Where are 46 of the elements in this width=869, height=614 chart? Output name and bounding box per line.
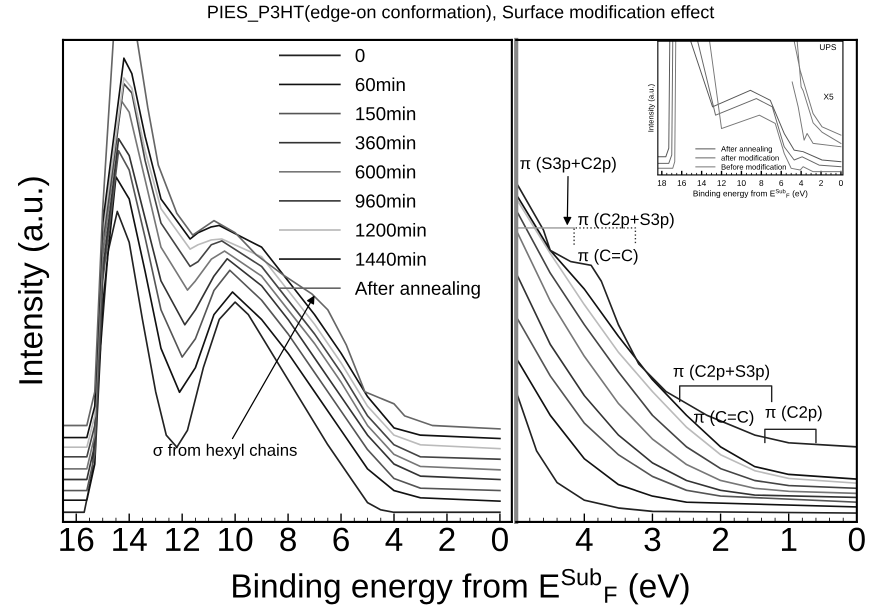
chart-title: PIES_P3HT(edge-on conformation), Surface modification effect <box>208 5 714 22</box>
annotation: σ from hexyl chains <box>153 444 297 460</box>
legend-label: 1200min <box>356 222 426 237</box>
x-tick-label: 8 <box>759 180 764 186</box>
annotation: π (C=C) <box>578 249 638 265</box>
x-tick-label: 12 <box>166 528 200 551</box>
x-tick-label: 18 <box>658 180 666 186</box>
x-tick-label: 16 <box>678 180 686 186</box>
legend-label: 600min <box>356 164 416 179</box>
x-tick-label: 6 <box>779 180 784 186</box>
x-tick-label: 2 <box>439 528 455 551</box>
x-tick-label: 0 <box>848 528 865 552</box>
annotation: π (C2p+S3p) <box>578 212 674 228</box>
x-tick-label: 3 <box>644 528 660 552</box>
annotation: π (C=C) <box>694 410 754 426</box>
legend-label: 960min <box>356 194 416 208</box>
x-tick-label: 0 <box>838 180 843 186</box>
annotation: X5 <box>824 94 834 100</box>
x-tick-label: 2 <box>819 180 823 186</box>
x-tick-label: 4 <box>576 528 593 551</box>
x-tick-label: 4 <box>386 528 402 551</box>
x-tick-label: 10 <box>219 528 252 552</box>
legend-label: 1440min <box>356 252 426 266</box>
text: π (S3p+C2p) <box>520 156 616 172</box>
legend-label: 0 <box>356 48 365 62</box>
y-axis-title: Intensity (a.u.) <box>18 177 50 384</box>
x-tick-label: 8 <box>280 528 296 552</box>
annotation: π (C2p+S3p) <box>674 364 770 380</box>
x-tick-label: 6 <box>333 528 349 552</box>
x-tick-label: 14 <box>698 180 706 186</box>
x-tick-label: 4 <box>799 180 804 186</box>
x-tick-label: 14 <box>113 528 147 551</box>
x-tick-label: 12 <box>718 180 726 186</box>
x-axis-title: Binding energy from E$^{Sub}$$_{F}$ (eV) <box>694 189 808 198</box>
x-tick-label: 0 <box>492 528 508 552</box>
annotation: UPS <box>820 44 836 50</box>
annotation: π (C2p) <box>766 406 822 422</box>
legend-label: 150min <box>356 106 416 120</box>
x-axis-title: Binding energy from E$^{Sub}$$_{F}$ (eV) <box>233 568 689 604</box>
legend-label: 360min <box>356 136 416 150</box>
x-tick-label: 2 <box>712 528 728 551</box>
x-tick-label: 10 <box>737 180 746 186</box>
legend-label: 60min <box>356 77 405 92</box>
legend-label: After annealing <box>354 281 480 299</box>
x-tick-label: 16 <box>60 528 94 552</box>
x-tick-label: 1 <box>782 528 796 551</box>
